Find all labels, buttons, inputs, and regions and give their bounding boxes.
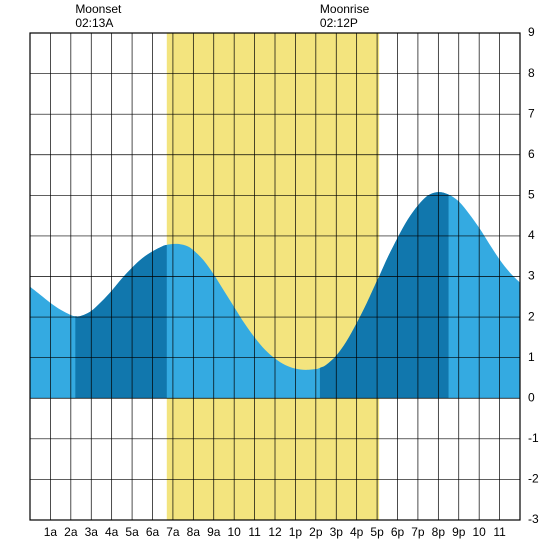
x-axis-label: 9p [452, 525, 466, 539]
x-axis-label: 4a [105, 525, 119, 539]
moonset-label: Moonset [75, 2, 121, 16]
y-axis-label: -1 [528, 431, 539, 445]
x-axis-label: 10 [472, 525, 486, 539]
x-axis-label: 4p [350, 525, 364, 539]
x-axis-label: 7a [166, 525, 180, 539]
x-axis-label: 2p [309, 525, 323, 539]
x-axis-label: 12 [268, 525, 282, 539]
y-axis-label: 6 [528, 147, 535, 161]
x-axis-label: 3p [330, 525, 344, 539]
x-axis-label: 1a [44, 525, 58, 539]
y-axis-label: 1 [528, 350, 535, 364]
y-axis-label: 4 [528, 228, 535, 242]
moonrise-time: 02:12P [320, 16, 369, 30]
y-axis-label: 0 [528, 390, 535, 404]
x-axis-label: 8p [432, 525, 446, 539]
x-axis-label: 7p [411, 525, 425, 539]
y-axis-label: 5 [528, 188, 535, 202]
x-axis-label: 9a [207, 525, 221, 539]
y-axis-label: 7 [528, 106, 535, 120]
x-axis-label: 11 [248, 525, 261, 539]
moonset-annotation: Moonset02:13A [75, 2, 121, 31]
x-axis-label: 10 [227, 525, 241, 539]
x-axis-label: 5p [370, 525, 384, 539]
y-axis-label: -3 [528, 512, 539, 526]
x-axis-label: 5a [125, 525, 139, 539]
x-axis-label: 6a [146, 525, 160, 539]
moonrise-annotation: Moonrise02:12P [320, 2, 369, 31]
x-axis-label: 6p [391, 525, 405, 539]
tide-chart: -3-2-101234567891a2a3a4a5a6a7a8a9a101112… [0, 0, 550, 550]
x-axis-label: 2a [64, 525, 78, 539]
y-axis-label: 9 [528, 25, 535, 39]
y-axis-label: 8 [528, 66, 535, 80]
x-axis-label: 11 [493, 525, 506, 539]
y-axis-label: 2 [528, 309, 535, 323]
moonset-time: 02:13A [75, 16, 121, 30]
y-axis-label: -2 [528, 472, 539, 486]
x-axis-label: 1p [289, 525, 303, 539]
x-axis-label: 3a [85, 525, 99, 539]
y-axis-label: 3 [528, 269, 535, 283]
chart-svg: -3-2-101234567891a2a3a4a5a6a7a8a9a101112… [0, 0, 550, 550]
x-axis-label: 8a [187, 525, 201, 539]
moonrise-label: Moonrise [320, 2, 369, 16]
